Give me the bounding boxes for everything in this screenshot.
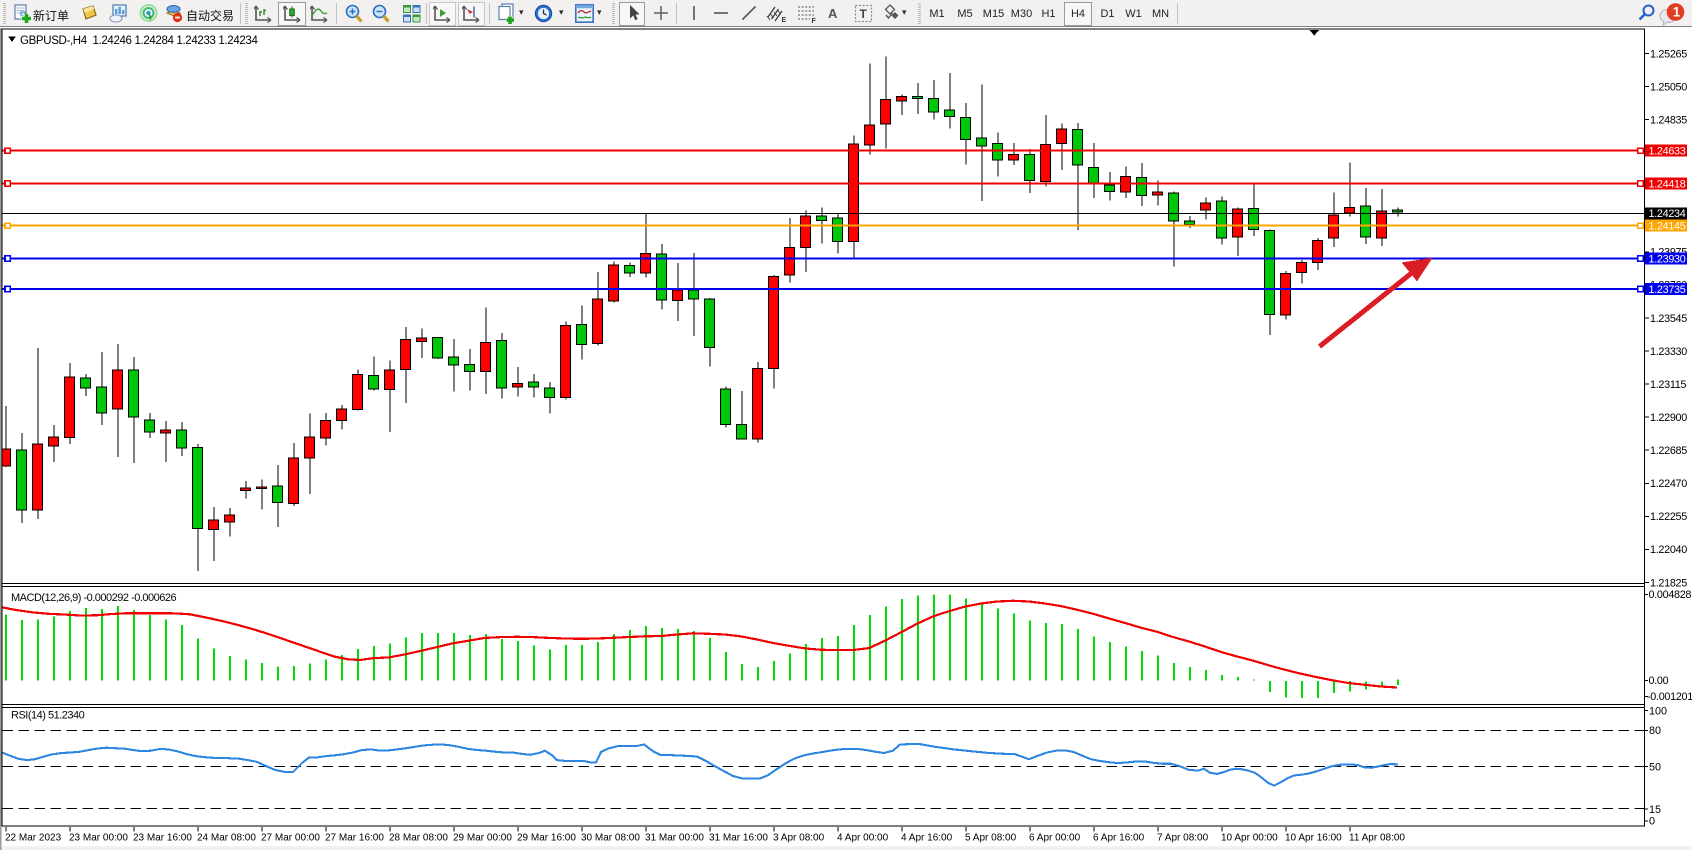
svg-text:MACD(12,26,9) -0.000292 -0.000: MACD(12,26,9) -0.000292 -0.000626 — [11, 592, 176, 604]
svg-text:3 Apr 08:00: 3 Apr 08:00 — [773, 833, 825, 844]
svg-text:30 Mar 08:00: 30 Mar 08:00 — [581, 833, 640, 844]
svg-text:1: 1 — [1673, 5, 1681, 20]
svg-text:50: 50 — [1649, 762, 1661, 774]
svg-text:T: T — [860, 7, 868, 21]
svg-text:0.00: 0.00 — [1649, 675, 1669, 687]
svg-text:1.22900: 1.22900 — [1650, 412, 1687, 424]
svg-text:1.22470: 1.22470 — [1650, 478, 1687, 490]
svg-text:15: 15 — [1649, 804, 1661, 816]
svg-text:1.21825: 1.21825 — [1650, 577, 1687, 589]
svg-text:1.24633: 1.24633 — [1649, 146, 1686, 158]
svg-text:4 Apr 16:00: 4 Apr 16:00 — [901, 833, 953, 844]
svg-text:1.24835: 1.24835 — [1650, 114, 1687, 126]
svg-text:28 Mar 08:00: 28 Mar 08:00 — [389, 833, 448, 844]
svg-text:1.25265: 1.25265 — [1650, 48, 1687, 60]
svg-text:27 Mar 00:00: 27 Mar 00:00 — [261, 833, 320, 844]
svg-text:1.23735: 1.23735 — [1649, 284, 1686, 296]
svg-text:0: 0 — [1649, 816, 1655, 828]
svg-text:29 Mar 00:00: 29 Mar 00:00 — [453, 833, 512, 844]
svg-text:31 Mar 16:00: 31 Mar 16:00 — [709, 833, 768, 844]
svg-text:-0.001201: -0.001201 — [1647, 691, 1692, 703]
svg-text:31 Mar 00:00: 31 Mar 00:00 — [645, 833, 704, 844]
svg-text:1.24145: 1.24145 — [1649, 221, 1686, 233]
svg-text:6 Apr 00:00: 6 Apr 00:00 — [1029, 833, 1081, 844]
svg-text:24 Mar 08:00: 24 Mar 08:00 — [197, 833, 256, 844]
svg-text:80: 80 — [1649, 725, 1661, 737]
svg-text:22 Mar 2023: 22 Mar 2023 — [5, 833, 62, 844]
svg-text:23 Mar 00:00: 23 Mar 00:00 — [69, 833, 128, 844]
svg-text:RSI(14) 51.2340: RSI(14) 51.2340 — [11, 710, 85, 722]
svg-text:1.22685: 1.22685 — [1650, 445, 1687, 457]
svg-text:1.24418: 1.24418 — [1649, 178, 1686, 190]
svg-text:10 Apr 00:00: 10 Apr 00:00 — [1221, 833, 1278, 844]
svg-text:1.23545: 1.23545 — [1650, 313, 1687, 325]
svg-text:6 Apr 16:00: 6 Apr 16:00 — [1093, 833, 1145, 844]
svg-text:4 Apr 00:00: 4 Apr 00:00 — [837, 833, 889, 844]
svg-text:1.23115: 1.23115 — [1650, 379, 1686, 391]
svg-text:1.23330: 1.23330 — [1650, 346, 1687, 358]
svg-text:1.22040: 1.22040 — [1650, 544, 1687, 556]
svg-text:1.25050: 1.25050 — [1650, 81, 1687, 93]
svg-text:29 Mar 16:00: 29 Mar 16:00 — [517, 833, 576, 844]
svg-text:E: E — [782, 17, 787, 24]
svg-text:1.22255: 1.22255 — [1650, 511, 1687, 523]
svg-text:0.004828: 0.004828 — [1649, 589, 1692, 601]
svg-text:11 Apr 08:00: 11 Apr 08:00 — [1349, 833, 1405, 844]
svg-text:1.23930: 1.23930 — [1649, 253, 1686, 265]
svg-text:7 Apr 08:00: 7 Apr 08:00 — [1157, 833, 1209, 844]
svg-text:100: 100 — [1649, 706, 1667, 718]
svg-text:F: F — [812, 18, 817, 24]
svg-text:23 Mar 16:00: 23 Mar 16:00 — [133, 833, 192, 844]
svg-text:27 Mar 16:00: 27 Mar 16:00 — [325, 833, 384, 844]
svg-text:1.24234: 1.24234 — [1649, 208, 1686, 220]
svg-text:5 Apr 08:00: 5 Apr 08:00 — [965, 833, 1017, 844]
svg-text:GBPUSD-,H4 1.24246 1.24284 1.: GBPUSD-,H4 1.24246 1.24284 1.24233 1.242… — [20, 35, 258, 47]
svg-text:10 Apr 16:00: 10 Apr 16:00 — [1285, 833, 1342, 844]
